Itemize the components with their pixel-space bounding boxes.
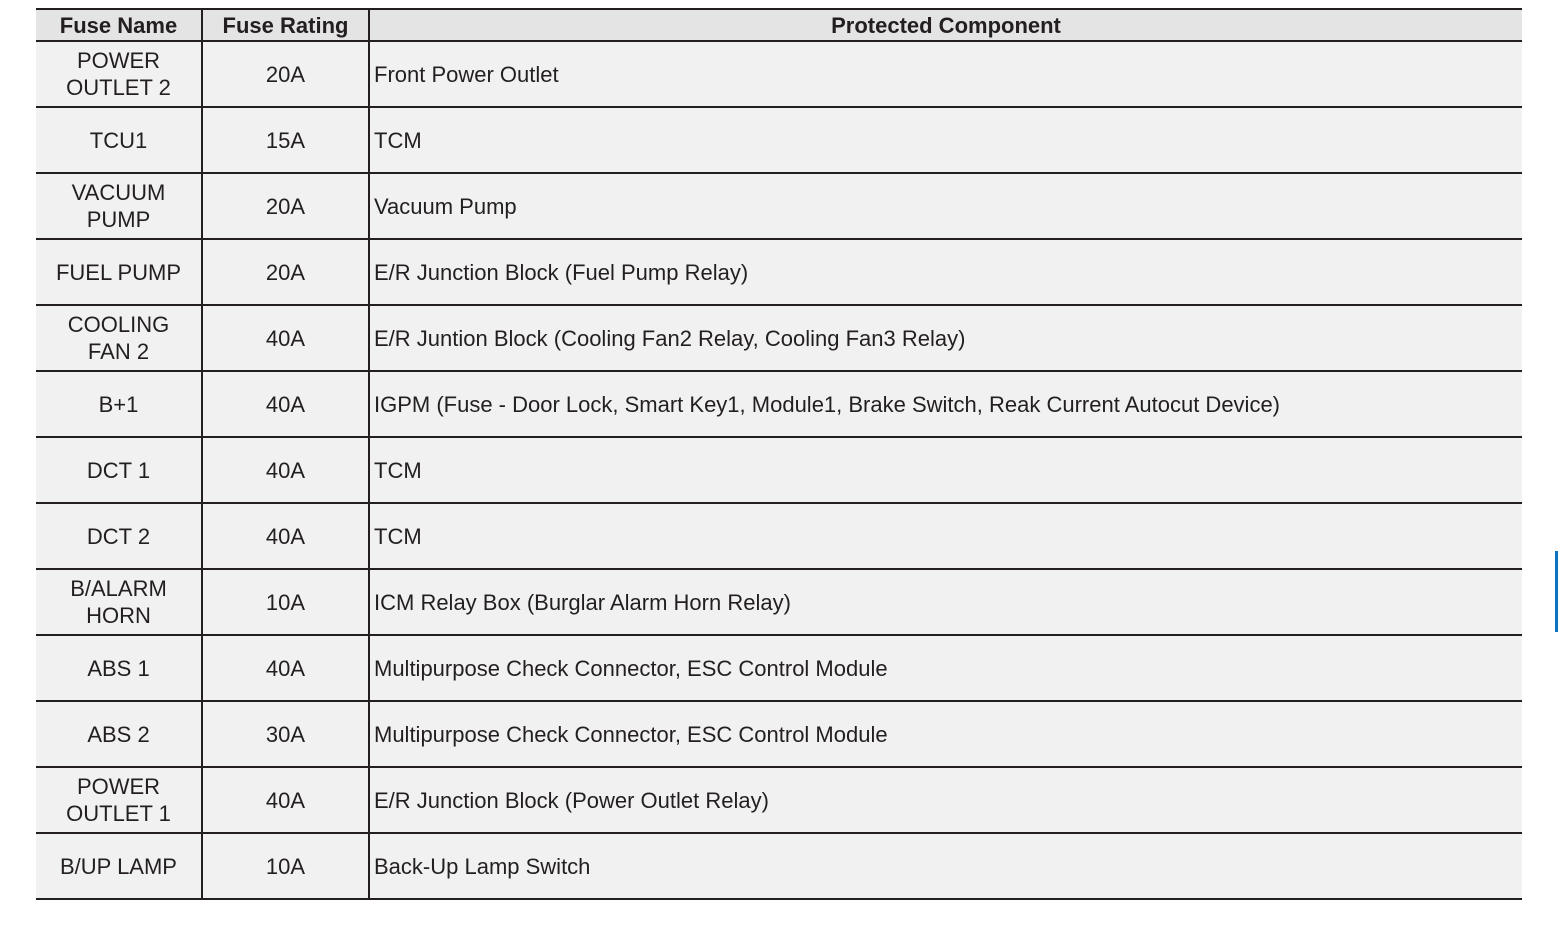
fuse-rating-cell: 20A [201,238,370,306]
fuse-name-cell: POWER OUTLET 1 [36,766,203,834]
fuse-name-cell: FUEL PUMP [36,238,203,306]
protected-component-cell: Back-Up Lamp Switch [368,832,1522,900]
protected-component-cell: Multipurpose Check Connector, ESC Contro… [368,634,1522,702]
fuse-rating-cell: 40A [201,766,370,834]
table-row: COOLING FAN 2 40A E/R Juntion Block (Coolin… [36,304,1522,372]
table-row: ABS 1 40A Multipurpose Check Connector, ES… [36,634,1522,702]
fuse-name-cell: POWER OUTLET 2 [36,40,203,108]
protected-component-cell: Multipurpose Check Connector, ESC Contro… [368,700,1522,768]
fuse-name-cell: COOLING FAN 2 [36,304,203,372]
fuse-rating-cell: 40A [201,436,370,504]
protected-component-cell: E/R Juntion Block (Cooling Fan2 Relay, C… [368,304,1522,372]
table-row: FUEL PUMP 20A E/R Junction Block (Fuel Pum… [36,238,1522,306]
table-row: B/UP LAMP 10A Back-Up Lamp Switch [36,832,1522,900]
table-row: DCT 1 40A TCM [36,436,1522,504]
fuse-rating-cell: 10A [201,568,370,636]
side-tab-marker [1555,551,1558,632]
table-row: B+1 40A IGPM (Fuse - Door Lock, Smart Key1… [36,370,1522,438]
protected-component-cell: TCM [368,436,1522,504]
fuse-rating-cell: 10A [201,832,370,900]
table-row: POWER OUTLET 1 40A E/R Junction Block (Powe… [36,766,1522,834]
fuse-rating-cell: 40A [201,304,370,372]
fuse-rating-cell: 40A [201,634,370,702]
protected-component-cell: TCM [368,106,1522,174]
fuse-name-cell: B+1 [36,370,203,438]
protected-component-cell: Front Power Outlet [368,40,1522,108]
fuse-name-cell: DCT 1 [36,436,203,504]
fuse-rating-cell: 40A [201,370,370,438]
protected-component-cell: E/R Junction Block (Power Outlet Relay) [368,766,1522,834]
fuse-rating-cell: 20A [201,40,370,108]
table-row: POWER OUTLET 2 20A Front Power Outlet [36,40,1522,108]
fuse-name-cell: VACUUM PUMP [36,172,203,240]
fuse-rating-cell: 30A [201,700,370,768]
table-row: ABS 2 30A Multipurpose Check Connector, ES… [36,700,1522,768]
fuse-table: Fuse Name Fuse Rating Protected Componen… [36,8,1522,900]
fuse-name-cell: TCU1 [36,106,203,174]
fuse-name-cell: B/UP LAMP [36,832,203,900]
fuse-name-cell: B/ALARM HORN [36,568,203,636]
fuse-rating-cell: 40A [201,502,370,570]
header-protected-component: Protected Component [368,8,1522,42]
protected-component-cell: Vacuum Pump [368,172,1522,240]
protected-component-cell: TCM [368,502,1522,570]
table-row: B/ALARM HORN 10A ICM Relay Box (Burglar Ala… [36,568,1522,636]
protected-component-cell: IGPM (Fuse - Door Lock, Smart Key1, Modu… [368,370,1522,438]
header-fuse-name: Fuse Name [36,8,203,42]
fuse-rating-cell: 15A [201,106,370,174]
table-row: DCT 2 40A TCM [36,502,1522,570]
fuse-rating-cell: 20A [201,172,370,240]
protected-component-cell: E/R Junction Block (Fuel Pump Relay) [368,238,1522,306]
fuse-name-cell: ABS 2 [36,700,203,768]
table-row: TCU1 15A TCM [36,106,1522,174]
protected-component-cell: ICM Relay Box (Burglar Alarm Horn Relay) [368,568,1522,636]
fuse-name-cell: ABS 1 [36,634,203,702]
header-row: Fuse Name Fuse Rating Protected Componen… [36,8,1522,42]
header-fuse-rating: Fuse Rating [201,8,370,42]
table-row: VACUUM PUMP 20A Vacuum Pump [36,172,1522,240]
fuse-name-cell: DCT 2 [36,502,203,570]
